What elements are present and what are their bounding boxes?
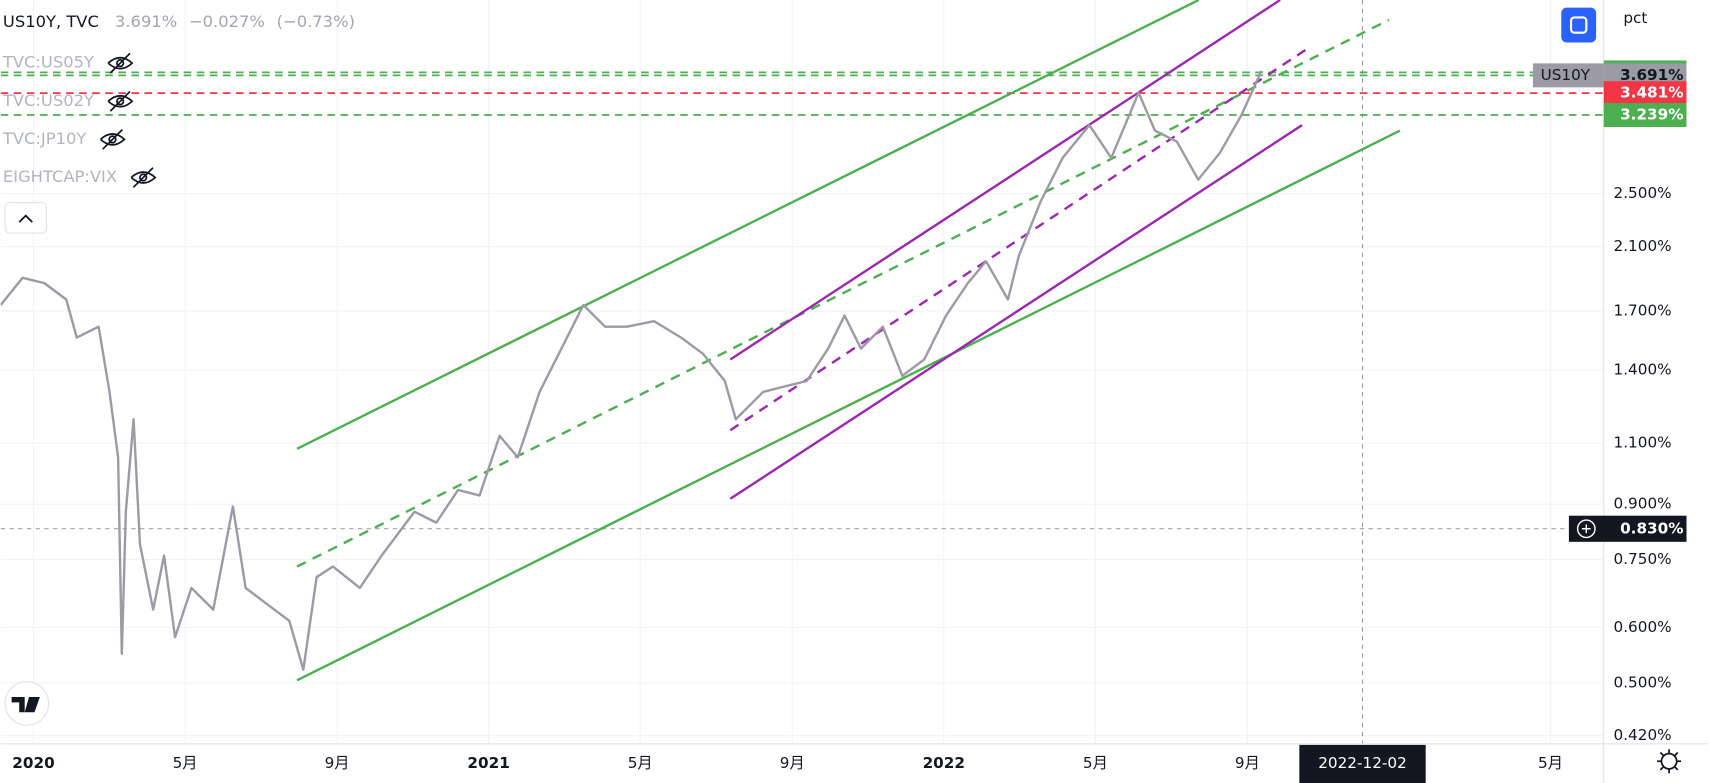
hidden-symbol: EIGHTCAP:VIX xyxy=(3,167,117,186)
x-tick-label: 9月 xyxy=(780,754,805,772)
compare-icon xyxy=(1569,16,1588,34)
eye-pupil xyxy=(116,59,125,68)
eye-off-icon xyxy=(99,128,126,150)
y-tick-label: 1.400% xyxy=(1614,360,1672,378)
logo-bg xyxy=(4,681,50,726)
hidden-symbol: TVC:US05Y xyxy=(2,53,94,72)
plot-area xyxy=(0,0,1604,744)
x-tick-label: 2021 xyxy=(467,754,509,772)
price-tag xyxy=(1603,103,1687,128)
eye-pupil xyxy=(108,135,117,144)
x-tick-label: 5月 xyxy=(1538,754,1563,772)
legend-main: US10Y, TVC 3.691% −0.027% (−0.73%) xyxy=(3,11,355,30)
trend-line xyxy=(296,18,1390,568)
y-tick-label: 2.500% xyxy=(1614,184,1672,202)
y-tick-label: 2.100% xyxy=(1614,237,1672,255)
price-tag-label: 3.239% xyxy=(1620,106,1683,124)
hidden-symbol: TVC:JP10Y xyxy=(2,129,86,148)
eye-off-icon xyxy=(107,52,134,74)
eye-pupil xyxy=(139,173,148,182)
price-line xyxy=(0,70,1263,671)
hidden-symbol: TVC:US02Y xyxy=(2,91,94,110)
price-tag xyxy=(1603,81,1687,106)
y-tick-label: 1.700% xyxy=(1614,301,1672,319)
crosshair-x-label: 2022-12-02 xyxy=(1318,754,1407,772)
x-tick-label: 5月 xyxy=(173,754,198,772)
trend-line xyxy=(729,47,1309,432)
y-unit: pct xyxy=(1623,9,1647,27)
crosshair-y-label: 0.830% xyxy=(1620,519,1683,537)
compare-button[interactable] xyxy=(1561,7,1597,43)
price-tag-label: 3.691% xyxy=(1620,66,1683,84)
tv-logo xyxy=(4,681,50,726)
x-tick-label: 2020 xyxy=(12,754,54,772)
eye-pupil xyxy=(116,97,125,106)
trend-line xyxy=(296,0,1200,450)
y-tick-label: 0.900% xyxy=(1614,495,1672,513)
x-tick-label: 5月 xyxy=(1083,754,1108,772)
trend-line xyxy=(296,129,1401,682)
toolbar xyxy=(1561,7,1682,774)
y-tick-label: 1.100% xyxy=(1614,434,1672,452)
logo-mark xyxy=(11,696,40,713)
y-tick-label: 0.420% xyxy=(1614,726,1672,744)
eye-off-icon xyxy=(107,90,134,112)
x-tick-label: 2022 xyxy=(923,754,965,772)
series-name-tag xyxy=(1532,63,1604,88)
hidden-symbols: TVC:US05Y TVC:US02Y TVC:JP10Y EIGHTCAP:VIX xyxy=(2,52,157,188)
trend-line xyxy=(729,0,1281,361)
trend-line xyxy=(729,124,1303,500)
symbol: US10Y, TVC xyxy=(3,11,99,30)
gear-teeth xyxy=(1657,749,1682,774)
y-tick-label: 0.750% xyxy=(1614,550,1672,568)
settings-button[interactable] xyxy=(1657,749,1682,774)
grid xyxy=(0,0,1604,744)
collapse-icon xyxy=(18,214,33,223)
add-alert-plus xyxy=(1581,524,1591,534)
eye-off-icon xyxy=(130,167,157,188)
x-tick-label: 9月 xyxy=(1235,754,1260,772)
price-tag-label: 3.481% xyxy=(1620,84,1683,102)
add-alert-icon xyxy=(1576,519,1596,539)
y-tick-label: 0.500% xyxy=(1614,673,1672,691)
change-pct: (−0.73%) xyxy=(277,11,355,30)
x-tick-label: 9月 xyxy=(325,754,350,772)
last-price: 3.691% xyxy=(115,11,177,30)
series-name-tag-label: US10Y xyxy=(1541,66,1591,84)
crosshair-x-tag xyxy=(1299,744,1426,783)
x-tick-label: 5月 xyxy=(628,754,653,772)
change: −0.027% xyxy=(189,11,265,30)
legend: US10Y, TVC 3.691% −0.027% (−0.73%) TVC:U… xyxy=(2,11,355,234)
y-tick-label: 0.600% xyxy=(1614,618,1672,636)
collapse-button[interactable] xyxy=(4,202,47,234)
axes: 0.420% 0.500% 0.600% 0.750% 0.900% 1.100% 1.40… xyxy=(12,9,1687,783)
